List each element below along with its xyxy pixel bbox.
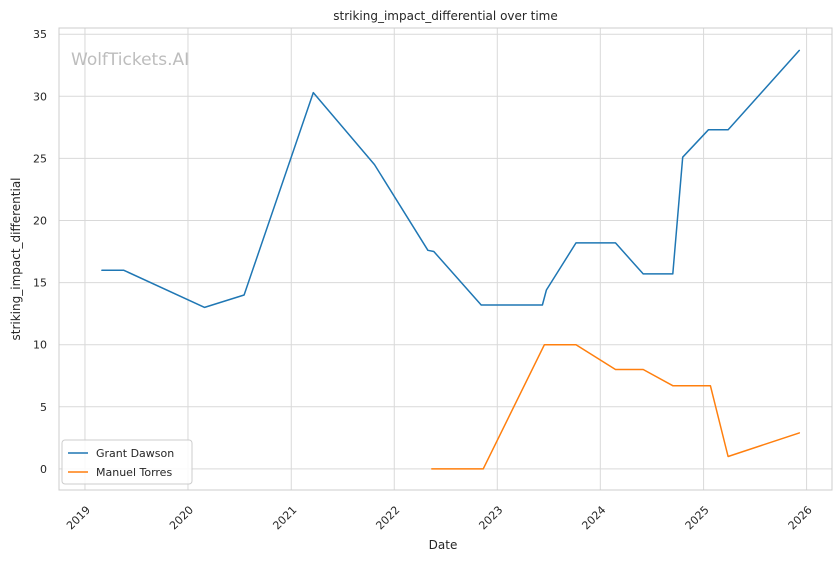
series-layer [101,49,801,470]
y-tick-label: 0 [40,463,47,476]
series-line-grant-dawson [101,49,801,309]
legend-box [61,439,193,485]
watermark-text: WolfTickets.AI [71,50,189,70]
plot-frame [58,27,833,491]
y-tick-label: 20 [33,215,47,228]
chart-title: striking_impact_differential over time [333,9,558,23]
x-axis-title: Date [429,538,458,552]
grid-lines [59,28,832,490]
y-axis-title: striking_impact_differential [9,177,23,340]
y-tick-label: 35 [33,28,47,41]
y-tick-label: 25 [33,152,47,165]
y-tick-label: 15 [33,277,47,290]
y-tick-label: 30 [33,90,47,103]
y-tick-label: 10 [33,339,47,352]
series-line-manuel-torres [431,343,801,470]
y-tick-label: 5 [40,401,47,414]
legend-label-manuel-torres: Manuel Torres [96,466,172,479]
legend-label-grant-dawson: Grant Dawson [96,447,174,460]
legend: Grant Dawson Manuel Torres [61,439,193,485]
